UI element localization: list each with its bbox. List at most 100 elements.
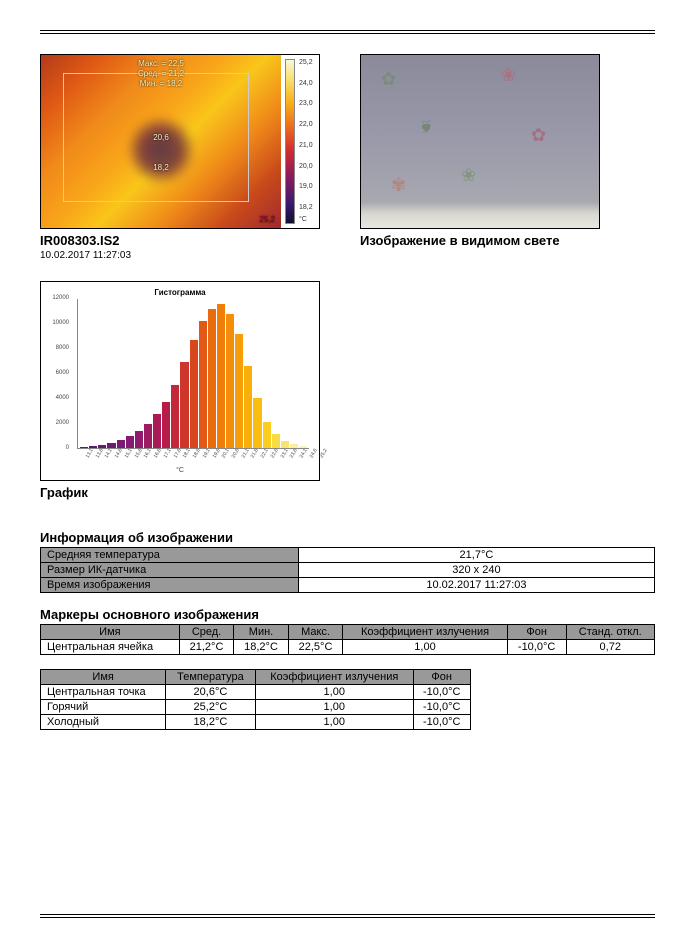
- overlay-center: 20,6: [153, 133, 169, 142]
- table-cell: 18,2°C: [234, 640, 289, 655]
- table-cell: -10,0°C: [413, 715, 470, 730]
- table-row: Средняя температура21,7°C: [41, 548, 655, 563]
- table-header: Имя: [41, 625, 180, 640]
- scale-tick: 21,0: [299, 142, 313, 149]
- overlay-cold: 18,2: [153, 163, 169, 172]
- spacer: [40, 744, 655, 884]
- table-header-row: ИмяТемператураКоэффициент излученияФон: [41, 670, 471, 685]
- histogram-bar: [253, 398, 261, 448]
- histogram-bar: [235, 334, 243, 448]
- table-cell: Центральная ячейка: [41, 640, 180, 655]
- histogram-block: Гистограмма 120001000080006000400020000 …: [40, 281, 320, 500]
- histogram-x-tick: 20,6: [231, 448, 241, 459]
- histogram-bar: [144, 424, 152, 448]
- histogram-bar: [190, 340, 198, 448]
- histogram-bar: [171, 385, 179, 448]
- table-cell: 0,72: [566, 640, 655, 655]
- top-rule: [40, 30, 655, 34]
- table-cell: 18,2°C: [166, 715, 255, 730]
- scale-tick: 23,0: [299, 100, 313, 107]
- table-cell: Центральная точка: [41, 685, 166, 700]
- info-value: 21,7°C: [298, 548, 654, 563]
- table-row: Центральная ячейка21,2°C18,2°C22,5°C1,00…: [41, 640, 655, 655]
- table-cell: Холодный: [41, 715, 166, 730]
- histogram-bar: [199, 321, 207, 448]
- histogram-x-tick: 14,6: [114, 448, 124, 459]
- histogram-bar: [263, 422, 271, 448]
- markers-table: ИмяСред.Мин.Макс.Коэффициент излученияФо…: [40, 624, 655, 655]
- histogram-x-tick: 24,6: [309, 448, 319, 459]
- info-value: 320 x 240: [298, 563, 654, 578]
- thermal-block: Макс. = 22,5 Сред. = 21,2 Мин. = 18,2 20…: [40, 54, 320, 261]
- image-row: Макс. = 22,5 Сред. = 21,2 Мин. = 18,2 20…: [40, 54, 655, 261]
- histogram-y-tick: 8000: [56, 345, 69, 351]
- table-header: Мин.: [234, 625, 289, 640]
- table-cell: -10,0°C: [413, 700, 470, 715]
- histogram-bar: [208, 309, 216, 448]
- histogram-title: Гистограмма: [47, 288, 313, 297]
- histogram-x-tick: 24,1: [299, 448, 309, 459]
- histogram-x-tick: 22,6: [270, 448, 280, 459]
- report-page: Макс. = 22,5 Сред. = 21,2 Мин. = 18,2 20…: [0, 0, 695, 948]
- histogram-bar: [153, 414, 161, 448]
- histogram-y-tick: 6000: [56, 370, 69, 376]
- histogram-bar: [272, 434, 280, 448]
- histogram-bar: [244, 366, 252, 448]
- histogram-bar: [126, 436, 134, 448]
- table-cell: 22,5°C: [288, 640, 343, 655]
- histogram-caption: График: [40, 485, 320, 500]
- visible-light-image: ✿ ❀ 🙘 ✿ ❀ ✾: [360, 54, 600, 229]
- histogram-x-tick: 15,6: [133, 448, 143, 459]
- histogram-x-tick: 25,2: [318, 448, 328, 459]
- info-section-title: Информация об изображении: [40, 530, 655, 545]
- histogram-x-tick: 21,1: [240, 448, 250, 459]
- table-cell: 1,00: [343, 640, 507, 655]
- histogram-bars: [77, 299, 309, 449]
- histogram-x-tick: 14,1: [104, 448, 114, 459]
- overlay-max: Макс. = 22,5: [138, 59, 184, 68]
- histogram-x-tick: 16,1: [143, 448, 153, 459]
- histogram-y-tick: 12000: [52, 295, 69, 301]
- overlay-min: Мин. = 18,2: [140, 79, 182, 88]
- histogram-x-tick: 16,6: [153, 448, 163, 459]
- scale-ticks: 25,224,023,022,021,020,019,018,2°C: [295, 59, 317, 224]
- visible-block: ✿ ❀ 🙘 ✿ ❀ ✾ Изображение в видимом свете: [360, 54, 600, 261]
- thermal-image: Макс. = 22,5 Сред. = 21,2 Мин. = 18,2 20…: [40, 54, 320, 229]
- table-cell: -10,0°C: [413, 685, 470, 700]
- thermal-filename: IR008303.IS2: [40, 233, 320, 248]
- overlay-avg: Сред. = 21,2: [138, 69, 184, 78]
- histogram-x-tick: 13,1: [85, 448, 95, 459]
- scale-tick: 18,2: [299, 204, 313, 211]
- histogram-y-ticks: 120001000080006000400020000: [45, 298, 71, 448]
- table-cell: 1,00: [255, 700, 413, 715]
- table-cell: 21,2°C: [179, 640, 234, 655]
- histogram-x-tick: 23,6: [289, 448, 299, 459]
- histogram-bar: [226, 314, 234, 448]
- histogram-x-tick: 13,6: [94, 448, 104, 459]
- table-cell: 25,2°C: [166, 700, 255, 715]
- thermal-timestamp: 10.02.2017 11:27:03: [40, 250, 320, 261]
- scale-gradient: [285, 59, 295, 224]
- table-header: Станд. откл.: [566, 625, 655, 640]
- histogram-bar: [135, 431, 143, 448]
- table-header: Имя: [41, 670, 166, 685]
- histogram-y-tick: 0: [66, 445, 69, 451]
- markers-section-title: Маркеры основного изображения: [40, 607, 655, 622]
- table-cell: -10,0°C: [507, 640, 566, 655]
- table-header: Фон: [413, 670, 470, 685]
- histogram-bar: [162, 402, 170, 448]
- table-row: Горячий25,2°C1,00-10,0°C: [41, 700, 471, 715]
- histogram-x-ticks: 13,113,614,114,615,115,616,116,617,117,6…: [77, 449, 309, 455]
- table-row: Время изображения10.02.2017 11:27:03: [41, 578, 655, 593]
- scale-tick: 25,2: [299, 59, 313, 66]
- histogram-bar: [80, 447, 88, 448]
- histogram-y-tick: 4000: [56, 395, 69, 401]
- table-header: Сред.: [179, 625, 234, 640]
- scale-tick: 20,0: [299, 163, 313, 170]
- info-label: Время изображения: [41, 578, 299, 593]
- histogram-x-tick: 19,6: [211, 448, 221, 459]
- bottom-rule: [40, 914, 655, 918]
- table-cell: Горячий: [41, 700, 166, 715]
- table-header: Макс.: [288, 625, 343, 640]
- info-value: 10.02.2017 11:27:03: [298, 578, 654, 593]
